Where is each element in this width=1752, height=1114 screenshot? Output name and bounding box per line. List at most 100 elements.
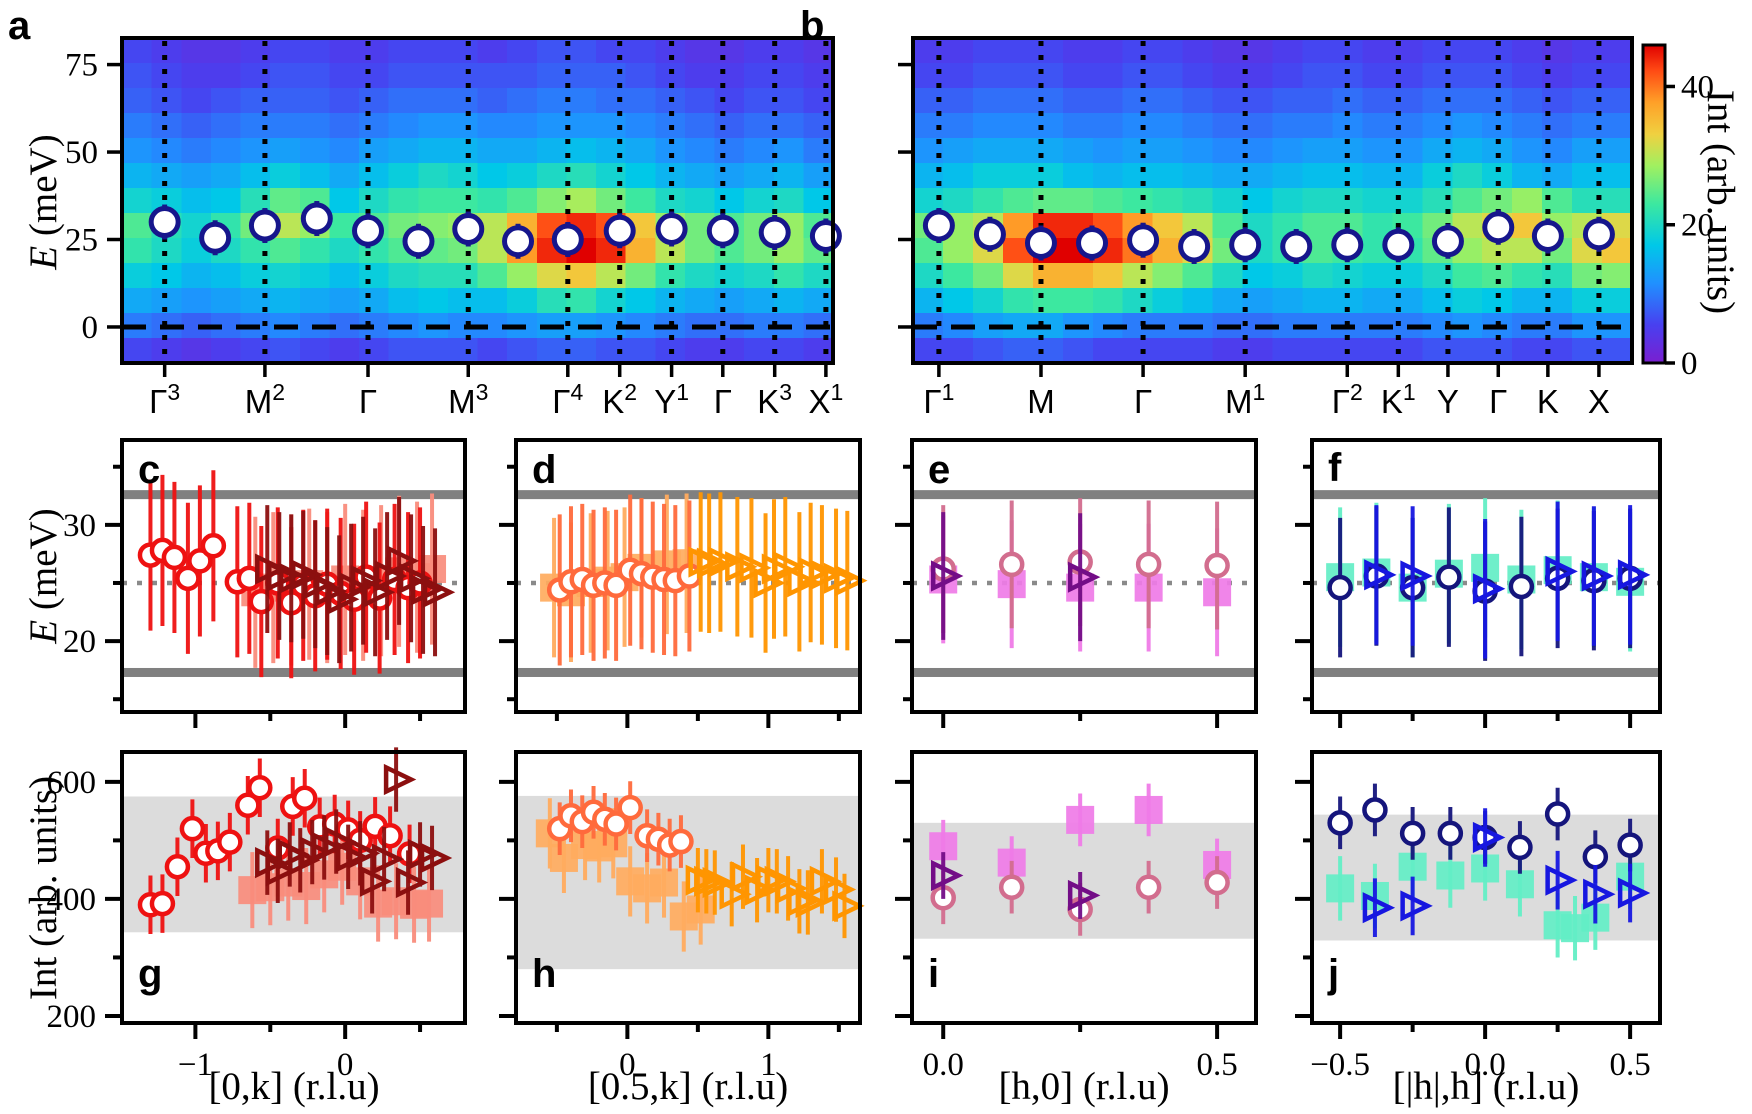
x-axis-title-col2: [h,0] (r.l.u) [998, 1065, 1170, 1108]
heatmap-cell [270, 163, 301, 189]
colorbar-bar [1641, 43, 1667, 365]
heatmap-cell [714, 188, 745, 214]
heatmap-cell [181, 188, 212, 214]
heatmap-cell [1272, 38, 1304, 64]
panel-letter-h: h [532, 952, 557, 996]
heatmap-cell [1272, 113, 1304, 139]
heatmap-cell [477, 188, 508, 214]
data-point-circle [998, 874, 1025, 900]
heatmap-cell [122, 188, 153, 214]
heatmap-cell [1152, 263, 1184, 289]
heatmap-cell [507, 163, 538, 189]
heatmap-cell [1302, 63, 1334, 89]
y-axis-title-var: E [22, 245, 65, 270]
heatmap-cell [359, 63, 390, 89]
heatmap-cell [1122, 338, 1154, 364]
heatmap-cell [744, 113, 775, 139]
heatmap-cell [418, 113, 449, 139]
scatter-panel-f [1295, 438, 1662, 728]
heatmap-cell [773, 88, 804, 114]
dispersion-point [655, 213, 688, 246]
heatmap-cell [1302, 288, 1334, 314]
heatmap-cell [1092, 88, 1124, 114]
dispersion-point [1178, 230, 1211, 263]
heatmap-cell [536, 63, 567, 89]
data-point-triangle [1067, 561, 1101, 593]
symmetry-point-label: Y1 [654, 379, 689, 420]
x-tick-label: 0.0 [1465, 1047, 1506, 1083]
heatmap-cell [773, 38, 804, 64]
heatmap-cell [329, 113, 360, 139]
heatmap-cell [1152, 63, 1184, 89]
heatmap-cell [507, 88, 538, 114]
heatmap-cell [803, 138, 834, 164]
heatmap-cell [773, 163, 804, 189]
heatmap-cell [684, 113, 716, 139]
heatmap-cell [714, 163, 745, 189]
heatmap-cell [210, 163, 242, 189]
heatmap-cell [803, 263, 834, 289]
heatmap-cell [1092, 113, 1124, 139]
heatmap-cell [359, 188, 390, 214]
heatmap-cell [625, 288, 656, 314]
data-point-triangle [1067, 879, 1101, 911]
y-tick-label: 400 [47, 882, 97, 918]
heatmap-cell [1302, 38, 1334, 64]
heatmap-cell [1062, 288, 1094, 314]
panel-frame [120, 36, 835, 365]
y-tick-label: 30 [63, 508, 96, 544]
heatmap-cell [1182, 288, 1214, 314]
symmetry-point-label: M3 [448, 379, 488, 420]
heatmap-cell [1152, 163, 1184, 189]
heatmap-cell [1212, 38, 1244, 64]
heatmap-cell [1182, 188, 1214, 214]
heatmap-cell [1092, 63, 1124, 89]
heatmap-cell [418, 63, 449, 89]
heatmap-cell [1122, 88, 1154, 114]
heatmap-cell [773, 338, 804, 364]
heatmap-cell [477, 288, 508, 314]
panel-letter-i: i [928, 952, 940, 996]
heatmap-cell [359, 163, 390, 189]
heatmap-cell [359, 138, 390, 164]
heatmap-cell [418, 263, 449, 289]
heatmap-cell [418, 88, 449, 114]
heatmap-cell [1212, 138, 1244, 164]
heatmap-cell [447, 138, 479, 164]
heatmap-cell [1092, 188, 1124, 214]
heatmap-cell [1452, 338, 1483, 364]
heatmap-cell [210, 188, 242, 214]
heatmap-cell [270, 88, 301, 114]
heatmap-cell [270, 113, 301, 139]
heatmap-cell [803, 113, 834, 139]
heatmap-cell [1272, 63, 1304, 89]
heatmap-cell [447, 63, 479, 89]
heatmap-cell [1512, 63, 1543, 89]
heatmap-cell [122, 213, 153, 239]
heatmap-cell [684, 263, 716, 289]
dispersion-point [603, 214, 636, 247]
heatmap-panel-a [107, 36, 842, 377]
heatmap-cell [744, 288, 775, 314]
heatmap-cell [1152, 113, 1184, 139]
reference-bar [1314, 490, 1658, 500]
x-tick-label: −1 [178, 1047, 213, 1083]
x-tick-label: 0 [337, 1047, 354, 1083]
heatmap-cell [1062, 63, 1094, 89]
heatmap-cell [359, 263, 390, 289]
heatmap-cell [1122, 113, 1154, 139]
heatmap-cell [566, 63, 597, 89]
heatmap-cell [418, 38, 449, 64]
data-point-circle [1617, 832, 1643, 858]
heatmap-cell [359, 288, 390, 314]
panel-frame [120, 438, 467, 714]
dispersion-point [452, 213, 485, 246]
heatmap-cell [1152, 288, 1184, 314]
heatmap-cell [1362, 263, 1393, 289]
heatmap-cell [972, 88, 1004, 114]
dispersion-point [809, 220, 842, 253]
heatmap-cell [507, 63, 538, 89]
heatmap-cell [329, 238, 360, 264]
data-point-triangle [1364, 559, 1397, 591]
heatmap-cell [1002, 63, 1034, 89]
